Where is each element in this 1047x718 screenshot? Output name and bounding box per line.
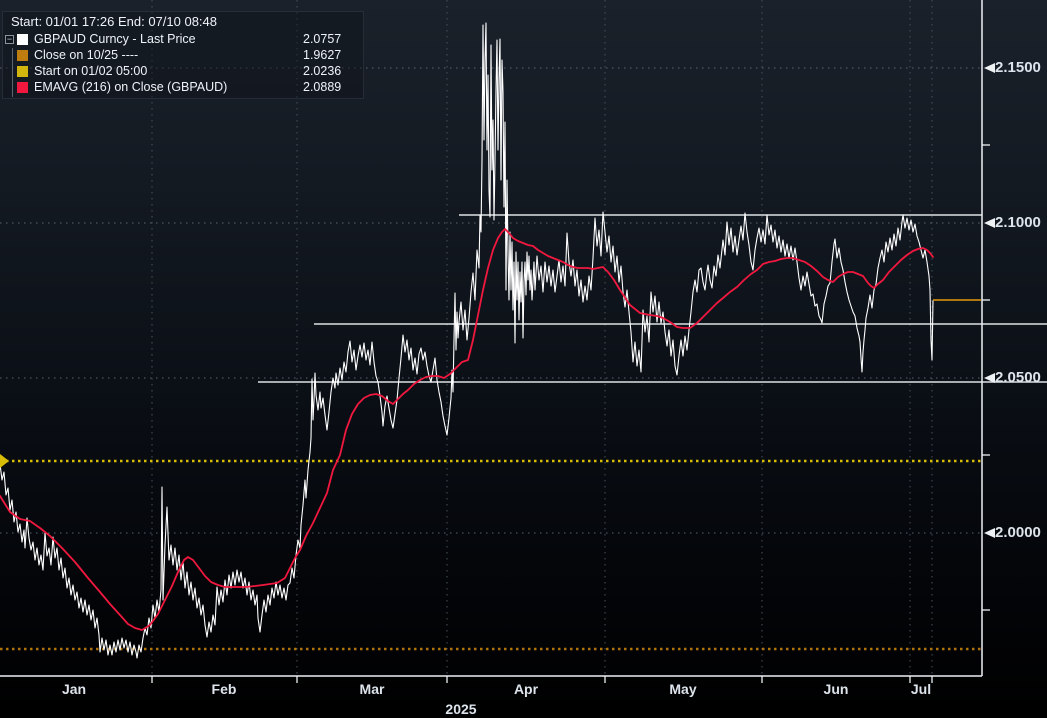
- y-axis-label-2.0000: 2.0000: [995, 524, 1041, 541]
- legend-label: Start on 01/02 05:00: [34, 64, 148, 78]
- x-axis-label-Jul: Jul: [910, 681, 932, 697]
- legend-item-1[interactable]: Close on 10/25 ---- 1.9627: [5, 47, 361, 63]
- legend-value: 2.0889: [303, 80, 342, 94]
- x-axis-year-label: 2025: [445, 701, 477, 717]
- x-axis-label-Jun: Jun: [823, 681, 849, 697]
- x-axis-label-May: May: [669, 681, 697, 697]
- legend-value: 1.9627: [303, 48, 342, 62]
- y-tick-arrow: [984, 218, 995, 228]
- legend-label: EMAVG (216) on Close (GBPAUD): [34, 80, 228, 94]
- legend-swatch-icon: [17, 33, 28, 45]
- legend-swatch-icon: [17, 81, 28, 93]
- legend-value: 2.0757: [303, 32, 342, 46]
- legend-panel[interactable]: Start: 01/01 17:26 End: 07/10 08:48 − GBP…: [2, 11, 364, 99]
- legend-label: Close on 10/25 ----: [34, 48, 139, 62]
- legend-item-2[interactable]: Start on 01/02 05:00 2.0236: [5, 63, 361, 79]
- y-tick-arrow: [984, 63, 995, 73]
- y-axis-label-2.1000: 2.1000: [995, 214, 1041, 231]
- y-axis-label-2.0500: 2.0500: [995, 369, 1041, 386]
- y-tick-arrow: [984, 528, 995, 538]
- y-axis-label-2.1500: 2.1500: [995, 59, 1041, 76]
- legend-swatch-icon: [17, 49, 28, 61]
- emavg-line: [0, 228, 934, 631]
- tree-collapse-icon[interactable]: −: [5, 33, 14, 44]
- price-line: [0, 22, 934, 659]
- x-axis-label-Mar: Mar: [359, 681, 385, 697]
- x-axis-label-Jan: Jan: [61, 681, 87, 697]
- legend-item-3[interactable]: EMAVG (216) on Close (GBPAUD) 2.0889: [5, 79, 361, 95]
- legend-label: GBPAUD Curncy - Last Price: [34, 32, 196, 46]
- legend-tree-connector: [12, 48, 20, 97]
- y-tick-arrow: [984, 373, 995, 383]
- legend-value: 2.0236: [303, 64, 342, 78]
- legend-header: Start: 01/01 17:26 End: 07/10 08:48: [11, 14, 217, 29]
- x-axis-label-Feb: Feb: [211, 681, 237, 697]
- legend-swatch-icon: [17, 65, 28, 77]
- start-line-marker: [0, 454, 9, 468]
- x-axis-label-Apr: Apr: [513, 681, 539, 697]
- legend-item-0[interactable]: − GBPAUD Curncy - Last Price 2.0757: [5, 31, 361, 47]
